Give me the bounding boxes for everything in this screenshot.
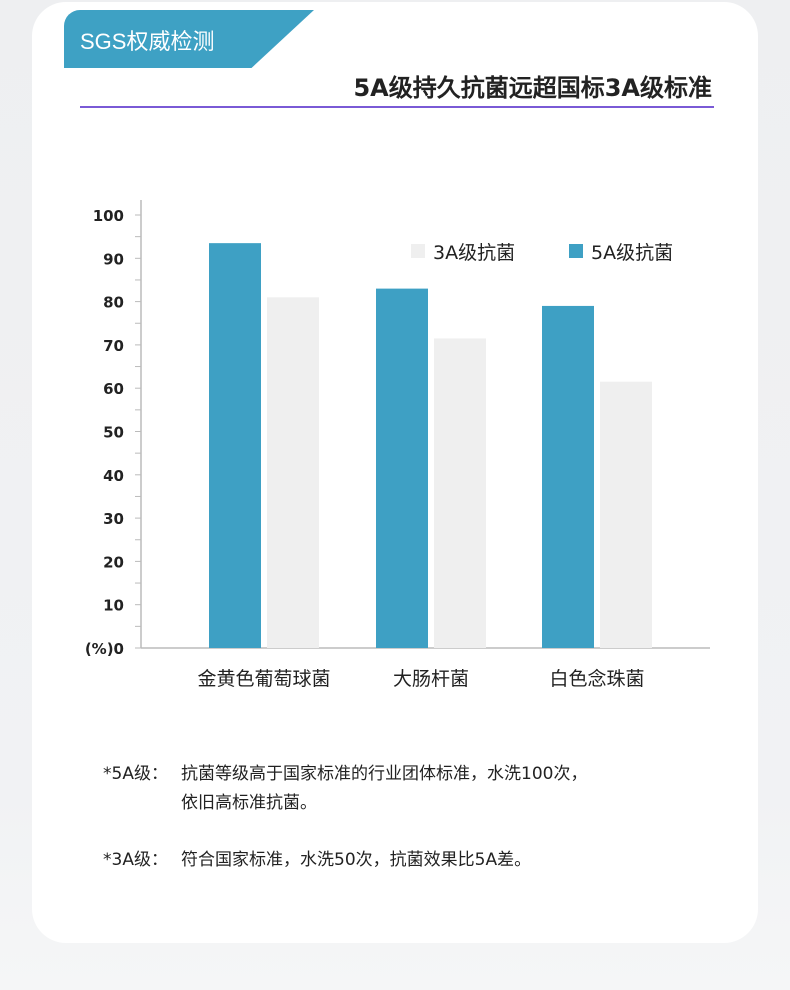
y-tick-label: 40 [103, 467, 124, 485]
bar-3a [434, 338, 486, 648]
headline: 5A级持久抗菌远超国标3A级标准 [353, 74, 712, 102]
badge-label: SGS权威检测 [80, 29, 215, 54]
x-category-label: 大肠杆菌 [393, 668, 469, 690]
divider [80, 106, 714, 108]
y-tick-label: 30 [103, 510, 124, 528]
bar-chart: (%)0 10 20 30 40 50 60 70 80 90 100 金黄色葡萄球菌 大肠杆菌 白色念珠… [85, 200, 710, 690]
bar-3a [267, 297, 319, 648]
y-tick-label: 90 [103, 250, 124, 268]
note-5a-line2: 依旧高标准抗菌。 [181, 793, 317, 813]
note-5a: *5A级： 抗菌等级高于国家标准的行业团体标准，水洗100次， 依旧高标准抗菌。 [103, 760, 587, 818]
legend-label: 5A级抗菌 [591, 242, 673, 264]
y-tick-label: 20 [103, 553, 124, 571]
x-category-label: 白色念珠菌 [549, 667, 644, 690]
bar-5a [209, 243, 261, 648]
bar-5a [376, 288, 428, 648]
note-3a: *3A级： 符合国家标准，水洗50次，抗菌效果比5A差。 [103, 846, 531, 875]
bar-5a [542, 305, 594, 648]
y-tick-label: 100 [93, 207, 124, 225]
legend-label: 3A级抗菌 [433, 242, 515, 264]
legend-swatch [411, 244, 425, 258]
legend-swatch [569, 244, 583, 258]
y-tick-label: 70 [103, 337, 124, 355]
y-tick-label: 80 [103, 294, 124, 312]
note-3a-line1: 符合国家标准，水洗50次，抗菌效果比5A差。 [181, 850, 532, 870]
note-3a-key: *3A级： [103, 850, 168, 870]
y-tick-label: 60 [103, 380, 124, 398]
bar-3a [600, 381, 652, 648]
y-tick-label: 50 [103, 424, 124, 442]
note-5a-key: *5A级： [103, 764, 168, 784]
note-5a-line1: 抗菌等级高于国家标准的行业团体标准，水洗100次， [181, 764, 588, 784]
y-tick-label: 10 [103, 597, 124, 615]
y-tick-label: (%)0 [85, 640, 124, 658]
x-category-label: 金黄色葡萄球菌 [197, 668, 330, 690]
